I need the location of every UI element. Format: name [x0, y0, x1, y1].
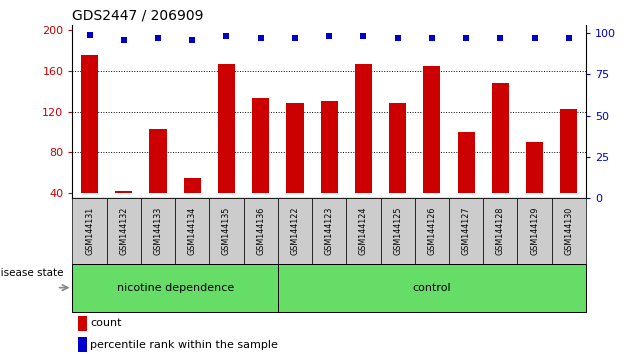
Point	[221, 34, 231, 39]
Point	[564, 35, 574, 41]
Bar	[218, 64, 235, 193]
Point	[358, 34, 369, 39]
Point	[84, 32, 94, 38]
Point	[324, 34, 334, 39]
Text: GSM144128: GSM144128	[496, 207, 505, 255]
Text: GSM144125: GSM144125	[393, 207, 402, 255]
Bar	[492, 83, 509, 193]
Bar	[175, 198, 209, 264]
Bar	[287, 103, 304, 193]
Text: nicotine dependence: nicotine dependence	[117, 282, 234, 293]
Text: GSM144124: GSM144124	[359, 207, 368, 255]
Text: control: control	[413, 282, 451, 293]
Point	[118, 37, 129, 42]
Bar	[381, 198, 415, 264]
Bar	[552, 198, 586, 264]
Bar	[560, 109, 577, 193]
Point	[529, 35, 539, 41]
Bar	[423, 65, 440, 193]
Point	[461, 35, 471, 41]
Text: GSM144123: GSM144123	[324, 207, 334, 255]
Text: GSM144127: GSM144127	[462, 207, 471, 255]
Point	[187, 37, 197, 42]
Text: GSM144136: GSM144136	[256, 207, 265, 255]
Point	[392, 35, 403, 41]
Point	[427, 35, 437, 41]
Text: GSM144126: GSM144126	[427, 207, 437, 255]
Point	[495, 35, 505, 41]
Text: GSM144134: GSM144134	[188, 207, 197, 255]
Bar	[526, 142, 543, 193]
Point	[256, 35, 266, 41]
Point	[290, 35, 300, 41]
Bar	[106, 198, 141, 264]
Text: GSM144133: GSM144133	[154, 207, 163, 255]
Bar	[77, 316, 87, 331]
Bar	[389, 103, 406, 193]
Bar	[355, 64, 372, 193]
Bar	[278, 198, 312, 264]
Bar	[244, 198, 278, 264]
Bar	[346, 198, 381, 264]
Bar	[184, 178, 201, 193]
Bar	[115, 191, 132, 193]
Bar	[457, 132, 474, 193]
Bar	[483, 198, 517, 264]
Bar	[149, 129, 166, 193]
Bar	[278, 264, 586, 312]
Text: GSM144135: GSM144135	[222, 207, 231, 255]
Text: GSM144122: GSM144122	[290, 207, 299, 255]
Bar	[312, 198, 347, 264]
Text: GSM144132: GSM144132	[119, 207, 129, 255]
Bar	[72, 264, 278, 312]
Bar	[141, 198, 175, 264]
Text: GSM144130: GSM144130	[564, 207, 573, 255]
Text: count: count	[91, 318, 122, 329]
Text: GSM144131: GSM144131	[85, 207, 94, 255]
Text: GDS2447 / 206909: GDS2447 / 206909	[72, 8, 204, 22]
Bar	[72, 198, 106, 264]
Text: percentile rank within the sample: percentile rank within the sample	[91, 339, 278, 350]
Bar	[209, 198, 244, 264]
Bar	[415, 198, 449, 264]
Bar	[321, 101, 338, 193]
Bar	[449, 198, 483, 264]
Bar	[81, 55, 98, 193]
Bar	[517, 198, 552, 264]
Bar	[252, 98, 269, 193]
Bar	[77, 337, 87, 352]
Text: GSM144129: GSM144129	[530, 207, 539, 255]
Text: disease state: disease state	[0, 268, 63, 279]
Point	[153, 35, 163, 41]
